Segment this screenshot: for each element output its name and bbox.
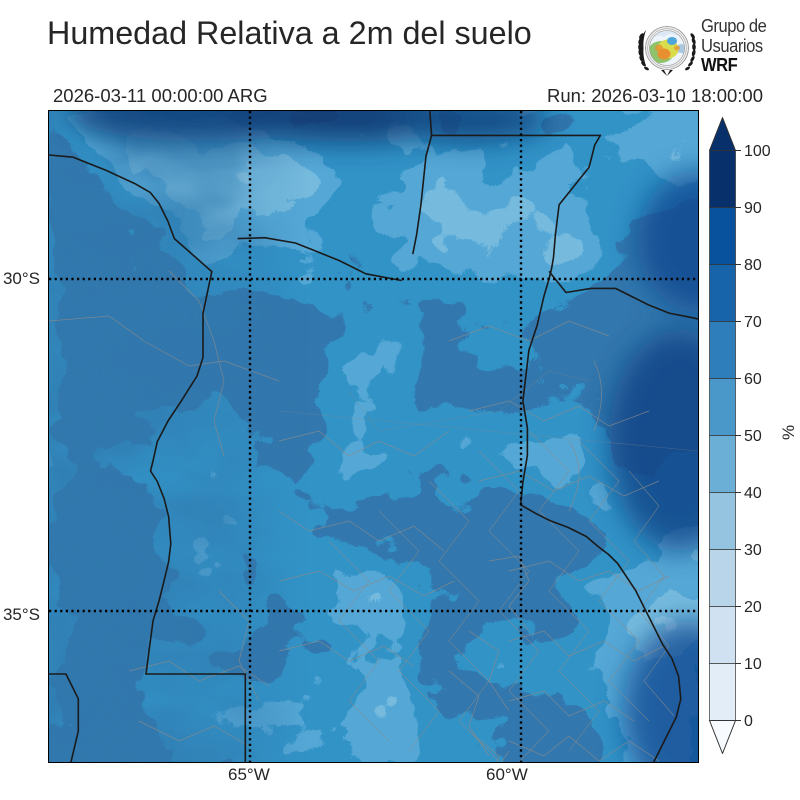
svg-text:40: 40: [744, 485, 762, 502]
svg-text:10: 10: [744, 656, 762, 673]
svg-text:90: 90: [744, 200, 762, 217]
svg-text:80: 80: [744, 257, 762, 274]
svg-text:0: 0: [744, 713, 753, 730]
svg-text:30: 30: [744, 542, 762, 559]
svg-text:60: 60: [744, 371, 762, 388]
svg-text:100: 100: [744, 143, 771, 160]
svg-text:50: 50: [744, 428, 762, 445]
svg-text:20: 20: [744, 599, 762, 616]
svg-text:70: 70: [744, 314, 762, 331]
